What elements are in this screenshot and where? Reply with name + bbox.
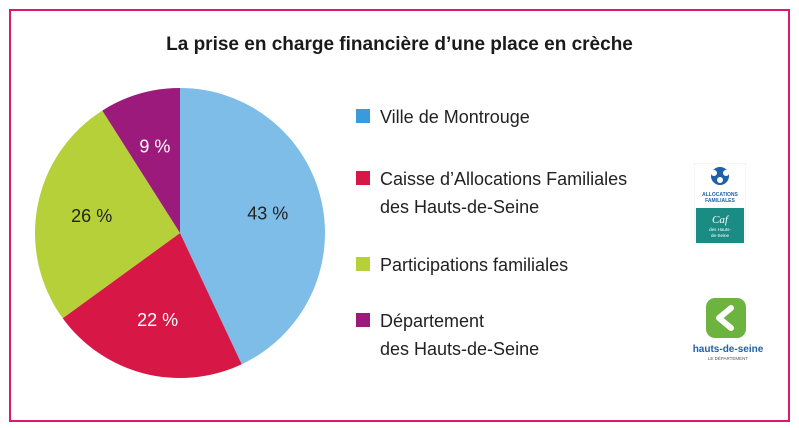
legend-swatch bbox=[356, 313, 370, 327]
svg-text:ALLOCATIONS: ALLOCATIONS bbox=[702, 192, 738, 198]
legend-label: Ville de Montrouge bbox=[380, 107, 530, 127]
legend-label: Département des Hauts-de-Seine bbox=[380, 311, 540, 359]
slice-label: 9 % bbox=[139, 137, 170, 157]
pie-chart: 43 % 22 % 26 % 9 % bbox=[34, 88, 325, 379]
hauts-de-seine-logo: hauts-de-seine LE DÉPARTEMENT bbox=[693, 298, 764, 361]
svg-text:des Hauts-: des Hauts- bbox=[709, 227, 731, 232]
chart-title: La prise en charge financière d’une plac… bbox=[166, 34, 633, 55]
chart-frame: La prise en charge financière d’une plac… bbox=[9, 9, 790, 422]
legend-label: Caisse d’Allocations Familiales des Haut… bbox=[380, 169, 628, 217]
svg-text:hauts-de-seine: hauts-de-seine bbox=[693, 344, 764, 355]
slice-label: 43 % bbox=[247, 203, 288, 223]
svg-text:Caf: Caf bbox=[712, 214, 730, 226]
pie-slice bbox=[180, 88, 325, 365]
svg-text:de-Seine: de-Seine bbox=[711, 233, 730, 238]
pie-slice bbox=[34, 110, 180, 319]
legend-label: Participations familiales bbox=[380, 255, 569, 275]
legend-item: Ville de Montrouge bbox=[356, 103, 530, 131]
legend-swatch bbox=[356, 171, 370, 185]
slice-label: 26 % bbox=[71, 206, 112, 226]
svg-text:LE DÉPARTEMENT: LE DÉPARTEMENT bbox=[708, 355, 749, 361]
pie-slice bbox=[62, 233, 242, 379]
pie-slice bbox=[102, 88, 180, 233]
legend-item: Département des Hauts-de-Seine bbox=[356, 307, 539, 363]
legend-swatch bbox=[356, 109, 370, 123]
svg-text:FAMILIALES: FAMILIALES bbox=[705, 198, 735, 204]
legend-item: Caisse d’Allocations Familiales des Haut… bbox=[356, 165, 627, 221]
legend-swatch bbox=[356, 257, 370, 271]
caf-logo: ALLOCATIONS FAMILIALES Caf des Hauts- de… bbox=[694, 163, 746, 245]
legend-item: Participations familiales bbox=[356, 251, 568, 279]
slice-label: 22 % bbox=[137, 310, 178, 330]
